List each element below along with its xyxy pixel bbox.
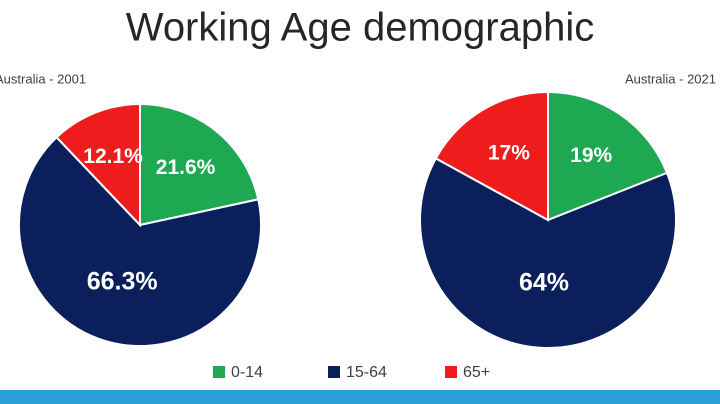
slide-title: Working Age demographic <box>126 6 594 50</box>
slice-label: 17% <box>488 141 530 164</box>
pie-subtitle: Australia - 2001 <box>0 71 86 86</box>
pie-slice <box>18 135 262 347</box>
legend-swatch <box>328 366 340 378</box>
pie-slice <box>139 102 260 227</box>
pie-slice <box>547 90 669 222</box>
slice-label: 19% <box>570 144 612 167</box>
legend-swatch <box>445 366 457 378</box>
legend-label: 65+ <box>463 364 490 381</box>
slice-label: 21.6% <box>156 156 216 179</box>
footer-bar <box>0 390 720 404</box>
pie-slice <box>434 90 549 222</box>
slice-label: 66.3% <box>87 267 158 295</box>
legend-label: 15-64 <box>346 364 387 381</box>
slice-label: 12.1% <box>83 145 143 168</box>
pie-subtitle: Australia - 2021 <box>625 71 716 86</box>
pie-slice <box>55 102 141 228</box>
slice-label: 64% <box>519 268 569 296</box>
legend-label: 0-14 <box>231 364 263 381</box>
legend-swatch <box>213 366 225 378</box>
pie-slice <box>419 156 677 349</box>
